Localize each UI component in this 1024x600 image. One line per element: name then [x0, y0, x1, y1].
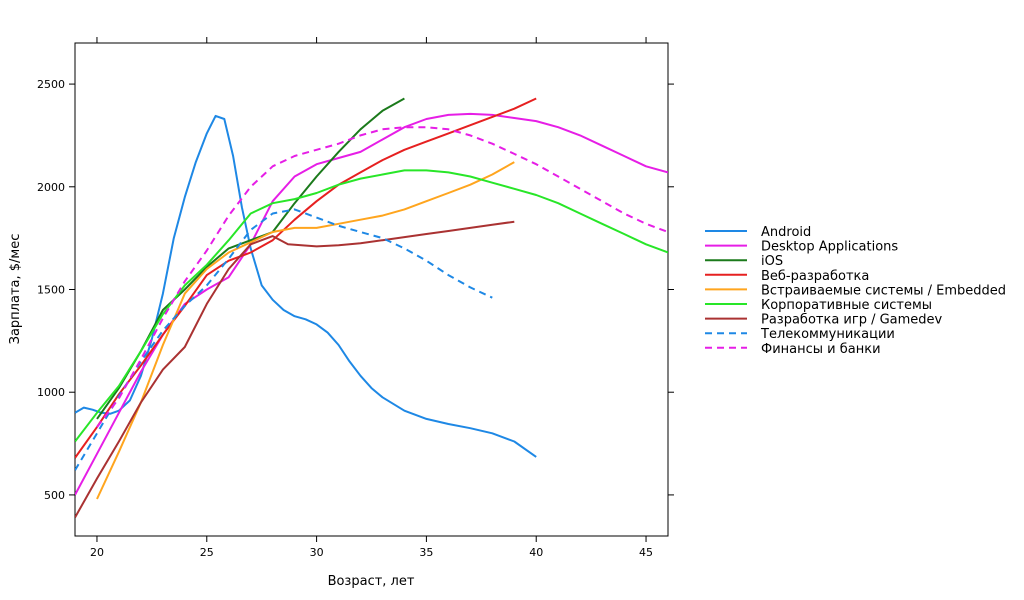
- legend-label: Android: [761, 225, 811, 240]
- x-tick-label: 20: [90, 546, 104, 559]
- x-tick-label: 30: [310, 546, 324, 559]
- legend-label: Разработка игр / Gamedev: [761, 313, 943, 328]
- series-line-1: [75, 114, 537, 458]
- series-line-8: [75, 208, 493, 471]
- legend-label: iOS: [761, 254, 783, 269]
- x-axis-title: Возраст, лет: [328, 574, 415, 589]
- x-axis: 20 25 30 35 40 45: [90, 37, 653, 559]
- series-lines: [75, 97, 668, 518]
- series-line-2: [75, 112, 668, 496]
- y-tick-label: 2500: [37, 78, 65, 91]
- series-line-9: [96, 126, 668, 428]
- legend-label: Финансы и банки: [761, 342, 881, 357]
- y-axis: 500 1000 1500 2000 2500: [37, 78, 674, 502]
- series-line-6: [75, 169, 668, 443]
- x-tick-label: 40: [529, 546, 543, 559]
- y-tick-label: 2000: [37, 181, 65, 194]
- x-tick-label: 45: [639, 546, 653, 559]
- x-tick-label: 25: [200, 546, 214, 559]
- y-tick-label: 1500: [37, 284, 65, 297]
- legend-label: Встраиваемые системы / Embedded: [761, 283, 1006, 298]
- series-line-5: [96, 161, 515, 500]
- y-tick-label: 1000: [37, 386, 65, 399]
- series-line-4: [75, 97, 537, 459]
- legend-label: Desktop Applications: [761, 240, 898, 255]
- x-tick-label: 35: [419, 546, 433, 559]
- legend-label: Веб-разработка: [761, 269, 869, 284]
- legend-label: Корпоративные системы: [761, 298, 932, 313]
- series-line-7: [75, 220, 515, 518]
- y-tick-label: 500: [44, 489, 65, 502]
- legend-label: Телекоммуникации: [760, 327, 895, 342]
- y-axis-title: Зарплата, $/мес: [8, 234, 23, 345]
